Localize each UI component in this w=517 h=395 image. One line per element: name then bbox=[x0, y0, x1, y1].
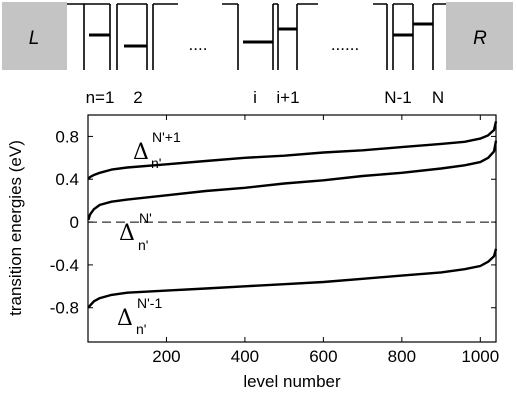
chart: 200 400 600 800 1000 0.8 0.4 0 -0.4 -0.8 Δ N'+1 … bbox=[6, 114, 499, 391]
site-label-n: N bbox=[432, 88, 444, 107]
site-label-2: 2 bbox=[133, 88, 142, 107]
site-label-n-minus-1: N-1 bbox=[384, 88, 411, 107]
barrier-1 bbox=[67, 3, 85, 70]
annotation-lower-superscript: N'-1 bbox=[137, 295, 162, 311]
annotation-lower-delta: Δ bbox=[117, 306, 133, 331]
barrier-profile bbox=[67, 3, 446, 70]
site-label-i-plus-1: i+1 bbox=[276, 88, 299, 107]
site-levels bbox=[89, 22, 433, 48]
y-axis-title: transition energies (eV) bbox=[6, 140, 25, 316]
series-lower-line bbox=[87, 248, 498, 309]
x-tick-label: 1000 bbox=[461, 347, 499, 366]
y-tick-label: -0.4 bbox=[50, 256, 79, 275]
left-lead bbox=[2, 2, 67, 70]
right-lead-label: R bbox=[473, 28, 487, 49]
annotation-middle-subscript: n' bbox=[138, 237, 148, 253]
ellipsis-right: ...... bbox=[331, 35, 359, 54]
annotation-upper-subscript: n' bbox=[151, 155, 161, 171]
x-axis-title: level number bbox=[243, 372, 341, 391]
barriers-middle-block bbox=[222, 3, 318, 70]
ellipsis-left: .... bbox=[189, 35, 208, 54]
annotation-lower: Δ N'-1 n' bbox=[117, 295, 162, 337]
barriers-left-block bbox=[84, 3, 178, 70]
y-tick-label: 0.4 bbox=[55, 170, 79, 189]
x-tick-label: 200 bbox=[152, 347, 180, 366]
chain-schematic: L R .... ...... n=1 2 i i+1 N-1 N bbox=[2, 2, 513, 107]
y-axis-ticks: 0.8 0.4 0 -0.4 -0.8 bbox=[50, 127, 496, 318]
site-label-n1: n=1 bbox=[86, 88, 115, 107]
series-middle-line bbox=[87, 140, 498, 221]
annotation-upper-delta: Δ bbox=[133, 140, 149, 165]
x-tick-label: 800 bbox=[388, 347, 416, 366]
x-tick-label: 600 bbox=[309, 347, 337, 366]
annotation-middle: Δ N' n' bbox=[119, 210, 152, 253]
annotation-upper: Δ N'+1 n' bbox=[133, 129, 181, 171]
annotation-lower-subscript: n' bbox=[136, 321, 146, 337]
annotation-upper-superscript: N'+1 bbox=[152, 129, 181, 145]
series-upper-line bbox=[87, 121, 498, 180]
annotation-middle-delta: Δ bbox=[119, 221, 135, 246]
site-label-i: i bbox=[253, 88, 257, 107]
series-layer bbox=[87, 121, 498, 309]
right-lead bbox=[446, 2, 513, 70]
barriers-right-block bbox=[373, 3, 446, 70]
plot-frame bbox=[87, 114, 497, 343]
y-tick-label: 0.8 bbox=[55, 127, 79, 146]
y-tick-label: -0.8 bbox=[50, 299, 79, 318]
left-lead-label: L bbox=[29, 28, 40, 49]
y-tick-label: 0 bbox=[70, 213, 79, 232]
annotation-middle-superscript: N' bbox=[139, 210, 152, 226]
x-axis-ticks: 200 400 600 800 1000 bbox=[152, 115, 499, 366]
x-tick-label: 400 bbox=[231, 347, 259, 366]
